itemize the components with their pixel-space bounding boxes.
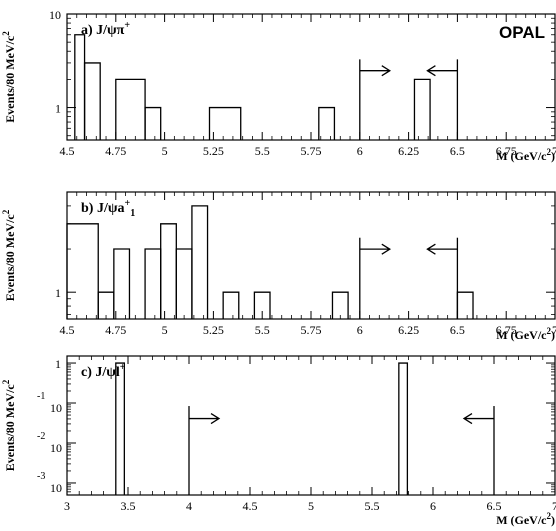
x-tick-label: 3 [64, 499, 70, 513]
x-tick-label: 6.75 [496, 323, 517, 337]
x-tick-label: 3.5 [121, 499, 136, 513]
histogram-bin [191, 205, 209, 319]
x-tick-label: 4.5 [243, 499, 258, 513]
histogram-bin [83, 62, 101, 140]
y-tick-label: 10 [50, 401, 62, 415]
histogram-bin [66, 223, 99, 319]
plot-frame [66, 355, 556, 496]
histogram-bin [144, 106, 162, 140]
x-tick-label: 5.5 [365, 499, 380, 513]
plot-frame [66, 191, 556, 320]
y-tick-label: 1 [55, 357, 61, 371]
chart-panel-2: 4.5 4.75 5 5.25 5.5 5.75 6 6.25 6.5 6.75 7 1 b) J/ψa… [1, 191, 556, 342]
window-low-arrow [359, 243, 392, 255]
y-tick-exponent: -3 [37, 471, 45, 482]
y-tick-label: 1 [55, 286, 61, 300]
x-tick-label: 6.5 [450, 323, 465, 337]
histogram-bin [144, 248, 162, 319]
histogram-bin [113, 248, 131, 319]
panel-title: b) J/ψa+1 [81, 198, 135, 219]
histogram-bin [175, 248, 193, 319]
x-tick-label: 6.5 [450, 144, 465, 158]
x-tick-label: 5.75 [301, 144, 322, 158]
y-tick-label: 10 [50, 441, 62, 455]
experiment-label: OPAL [499, 23, 545, 42]
x-tick-label: 6 [357, 323, 363, 337]
y-tick-label: 10 [49, 8, 61, 22]
x-tick-label: 7 [552, 144, 556, 158]
chart-panel-1: 4.5 4.75 5 5.25 5.5 5.75 6 6.25 6.5 6.75 7 1 10 a) J/… [1, 8, 556, 163]
x-tick-label: 5.25 [203, 323, 224, 337]
histogram-bin [398, 362, 409, 495]
x-tick-label: 5 [162, 144, 168, 158]
x-tick-label: 5.75 [301, 323, 322, 337]
x-tick-label: 5.25 [203, 144, 224, 158]
x-tick-label: 7 [552, 499, 556, 513]
x-tick-label: 4.5 [60, 323, 75, 337]
histogram-bin [413, 78, 431, 140]
x-tick-label: 5 [162, 323, 168, 337]
histogram-bin [331, 291, 349, 319]
histogram-bin [208, 106, 242, 140]
y-tick-label: 10 [50, 481, 62, 495]
chart-panel-3: 3 3.5 4 4.5 5 5.5 6 6.5 7 1 -1 10 -2 10 -3 10 c) J/ψl+ Ev… [1, 355, 556, 527]
histogram-bin [97, 291, 115, 319]
y-axis-label: Events/80 MeV/c2 [1, 31, 17, 123]
histogram-bin [318, 106, 336, 140]
x-axis-label: M (GeV/c2) [496, 511, 555, 527]
histogram-bin [253, 291, 271, 319]
histogram-bin [456, 291, 474, 319]
histogram-bin [222, 291, 240, 319]
x-axis-label: M (GeV/c2) [496, 326, 555, 342]
y-axis-label: Events/80 MeV/c2 [1, 209, 17, 301]
histogram-bin [74, 34, 86, 140]
y-tick-exponent: -1 [37, 391, 45, 402]
x-tick-label: 6 [357, 144, 363, 158]
window-low-arrow [359, 65, 392, 77]
x-tick-label: 6.25 [398, 323, 419, 337]
plot-frame [66, 13, 556, 141]
x-tick-label: 6.5 [487, 499, 502, 513]
x-axis-label: M (GeV/c2) [496, 147, 555, 163]
x-tick-label: 7 [552, 323, 556, 337]
window-high-arrow [462, 412, 494, 425]
x-tick-label: 4 [186, 499, 192, 513]
x-tick-label: 4.5 [60, 144, 75, 158]
x-tick-label: 5.5 [255, 323, 270, 337]
x-tick-label: 5.5 [255, 144, 270, 158]
window-high-arrow [426, 65, 458, 77]
x-tick-label: 5 [308, 499, 314, 513]
window-high-arrow [426, 243, 458, 255]
panel-title: a) J/ψπ+ [81, 20, 130, 38]
histogram-bin [115, 78, 146, 140]
histogram-bin [160, 223, 177, 319]
y-axis-label: Events/80 MeV/c2 [1, 379, 17, 471]
window-low-arrow [189, 412, 221, 425]
x-tick-label: 6 [430, 499, 436, 513]
x-tick-label: 4.75 [105, 323, 126, 337]
x-tick-label: 4.75 [105, 144, 126, 158]
y-tick-label: 1 [55, 102, 61, 116]
panel-title: c) J/ψl+ [81, 362, 126, 380]
histogram-bin [115, 362, 125, 495]
x-tick-label: 6.25 [398, 144, 419, 158]
y-tick-exponent: -2 [37, 431, 45, 442]
x-tick-label: 6.75 [496, 144, 517, 158]
